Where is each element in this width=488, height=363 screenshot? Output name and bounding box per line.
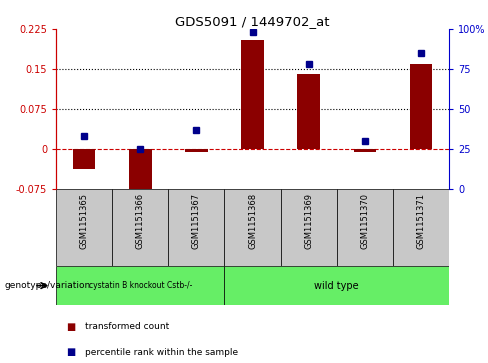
Bar xyxy=(224,189,281,266)
Text: percentile rank within the sample: percentile rank within the sample xyxy=(85,348,239,356)
Text: GSM1151366: GSM1151366 xyxy=(136,193,145,249)
Bar xyxy=(242,40,264,149)
Text: GSM1151365: GSM1151365 xyxy=(80,193,89,249)
Text: GSM1151368: GSM1151368 xyxy=(248,193,257,249)
Bar xyxy=(410,64,432,149)
Bar xyxy=(298,74,320,149)
Bar xyxy=(112,189,168,266)
Text: ■: ■ xyxy=(66,347,75,357)
Bar xyxy=(168,189,224,266)
Text: GSM1151367: GSM1151367 xyxy=(192,193,201,249)
Bar xyxy=(56,189,112,266)
Bar xyxy=(73,149,96,169)
Bar xyxy=(281,189,337,266)
Text: cystatin B knockout Cstb-/-: cystatin B knockout Cstb-/- xyxy=(89,281,192,290)
Bar xyxy=(185,149,208,152)
Text: ■: ■ xyxy=(66,322,75,332)
Bar xyxy=(224,266,449,305)
Bar xyxy=(354,149,376,152)
Bar xyxy=(56,266,224,305)
Text: GSM1151369: GSM1151369 xyxy=(304,193,313,249)
Text: wild type: wild type xyxy=(314,281,359,291)
Text: transformed count: transformed count xyxy=(85,322,170,331)
Bar xyxy=(393,189,449,266)
Text: GSM1151370: GSM1151370 xyxy=(360,193,369,249)
Title: GDS5091 / 1449702_at: GDS5091 / 1449702_at xyxy=(175,15,330,28)
Text: GSM1151371: GSM1151371 xyxy=(416,193,426,249)
Bar xyxy=(129,149,152,189)
Bar xyxy=(337,189,393,266)
Text: genotype/variation: genotype/variation xyxy=(5,281,91,290)
